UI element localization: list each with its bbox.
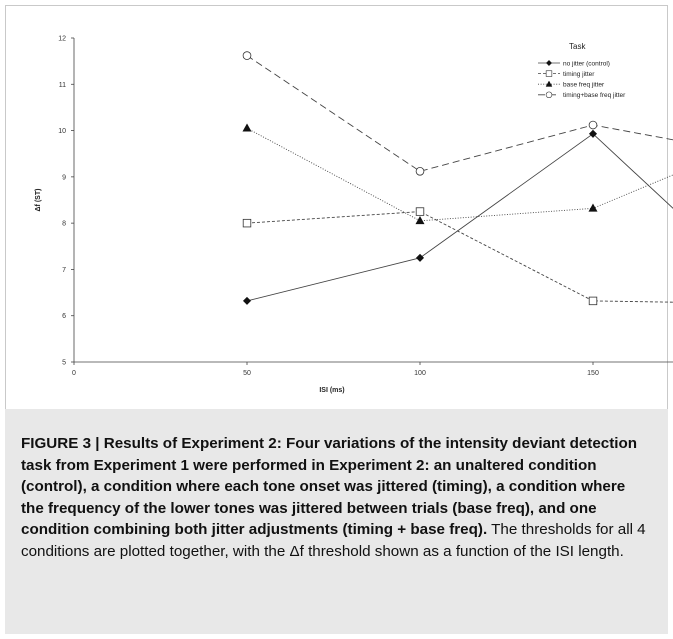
x-tick-label: 100 [414,370,426,377]
data-point [242,296,252,305]
y-tick-label: 8 [62,221,66,228]
y-tick-label: 9 [62,174,66,181]
legend-label: base freq jitter [563,82,605,89]
data-point [415,253,425,262]
data-point [588,296,598,306]
x-tick-label: 150 [587,370,599,377]
y-tick-label: 11 [59,82,66,89]
data-point [588,120,598,130]
line-chart: 56789101112050100150200ISI (ms)Δf (ST) T… [35,36,673,394]
legend-title: Task [569,42,586,51]
y-tick-label: 6 [62,313,66,320]
legend-label: timing+base freq jitter [563,92,626,99]
y-tick-label: 5 [62,360,66,367]
data-point [242,51,252,60]
legend-label: no jitter (control) [563,60,610,67]
series-1 [242,129,673,305]
chart-legend: Task no jitter (control) timing jitter base… [538,42,626,99]
chart-axes: 56789101112050100150200ISI (ms)Δf (ST) [35,36,673,394]
series-4 [242,51,673,176]
data-point [415,216,425,225]
legend-marker [545,59,553,67]
series-2 [242,207,673,306]
y-tick-label: 10 [58,128,66,135]
data-point [242,218,252,228]
legend-marker [545,70,553,77]
legend-label: timing jitter [563,71,595,78]
data-point [415,167,425,176]
x-axis-title: ISI (ms) [319,387,344,394]
chart-series-layer [242,51,673,306]
y-tick-label: 7 [62,267,66,274]
caption-normal-text: The thresholds for all 4 conditions are … [21,521,646,560]
series-line [246,127,673,222]
series-line [246,55,673,172]
data-point [415,207,425,216]
y-axis-title: Δf (ST) [35,189,42,212]
figure-caption: FIGURE 3 | Results of Experiment 2: Four… [5,409,668,634]
data-point [242,123,252,132]
series-3 [242,123,673,225]
series-line [246,133,673,302]
legend-marker [545,91,553,99]
data-point [588,129,598,138]
legend-marker [545,80,553,87]
series-line [246,211,673,303]
caption-bold-text: FIGURE 3 | Results of Experiment 2: Four… [21,435,638,539]
x-tick-label: 50 [243,370,251,377]
y-tick-label: 12 [58,36,66,43]
x-tick-label: 0 [72,370,76,377]
data-point [588,203,598,212]
